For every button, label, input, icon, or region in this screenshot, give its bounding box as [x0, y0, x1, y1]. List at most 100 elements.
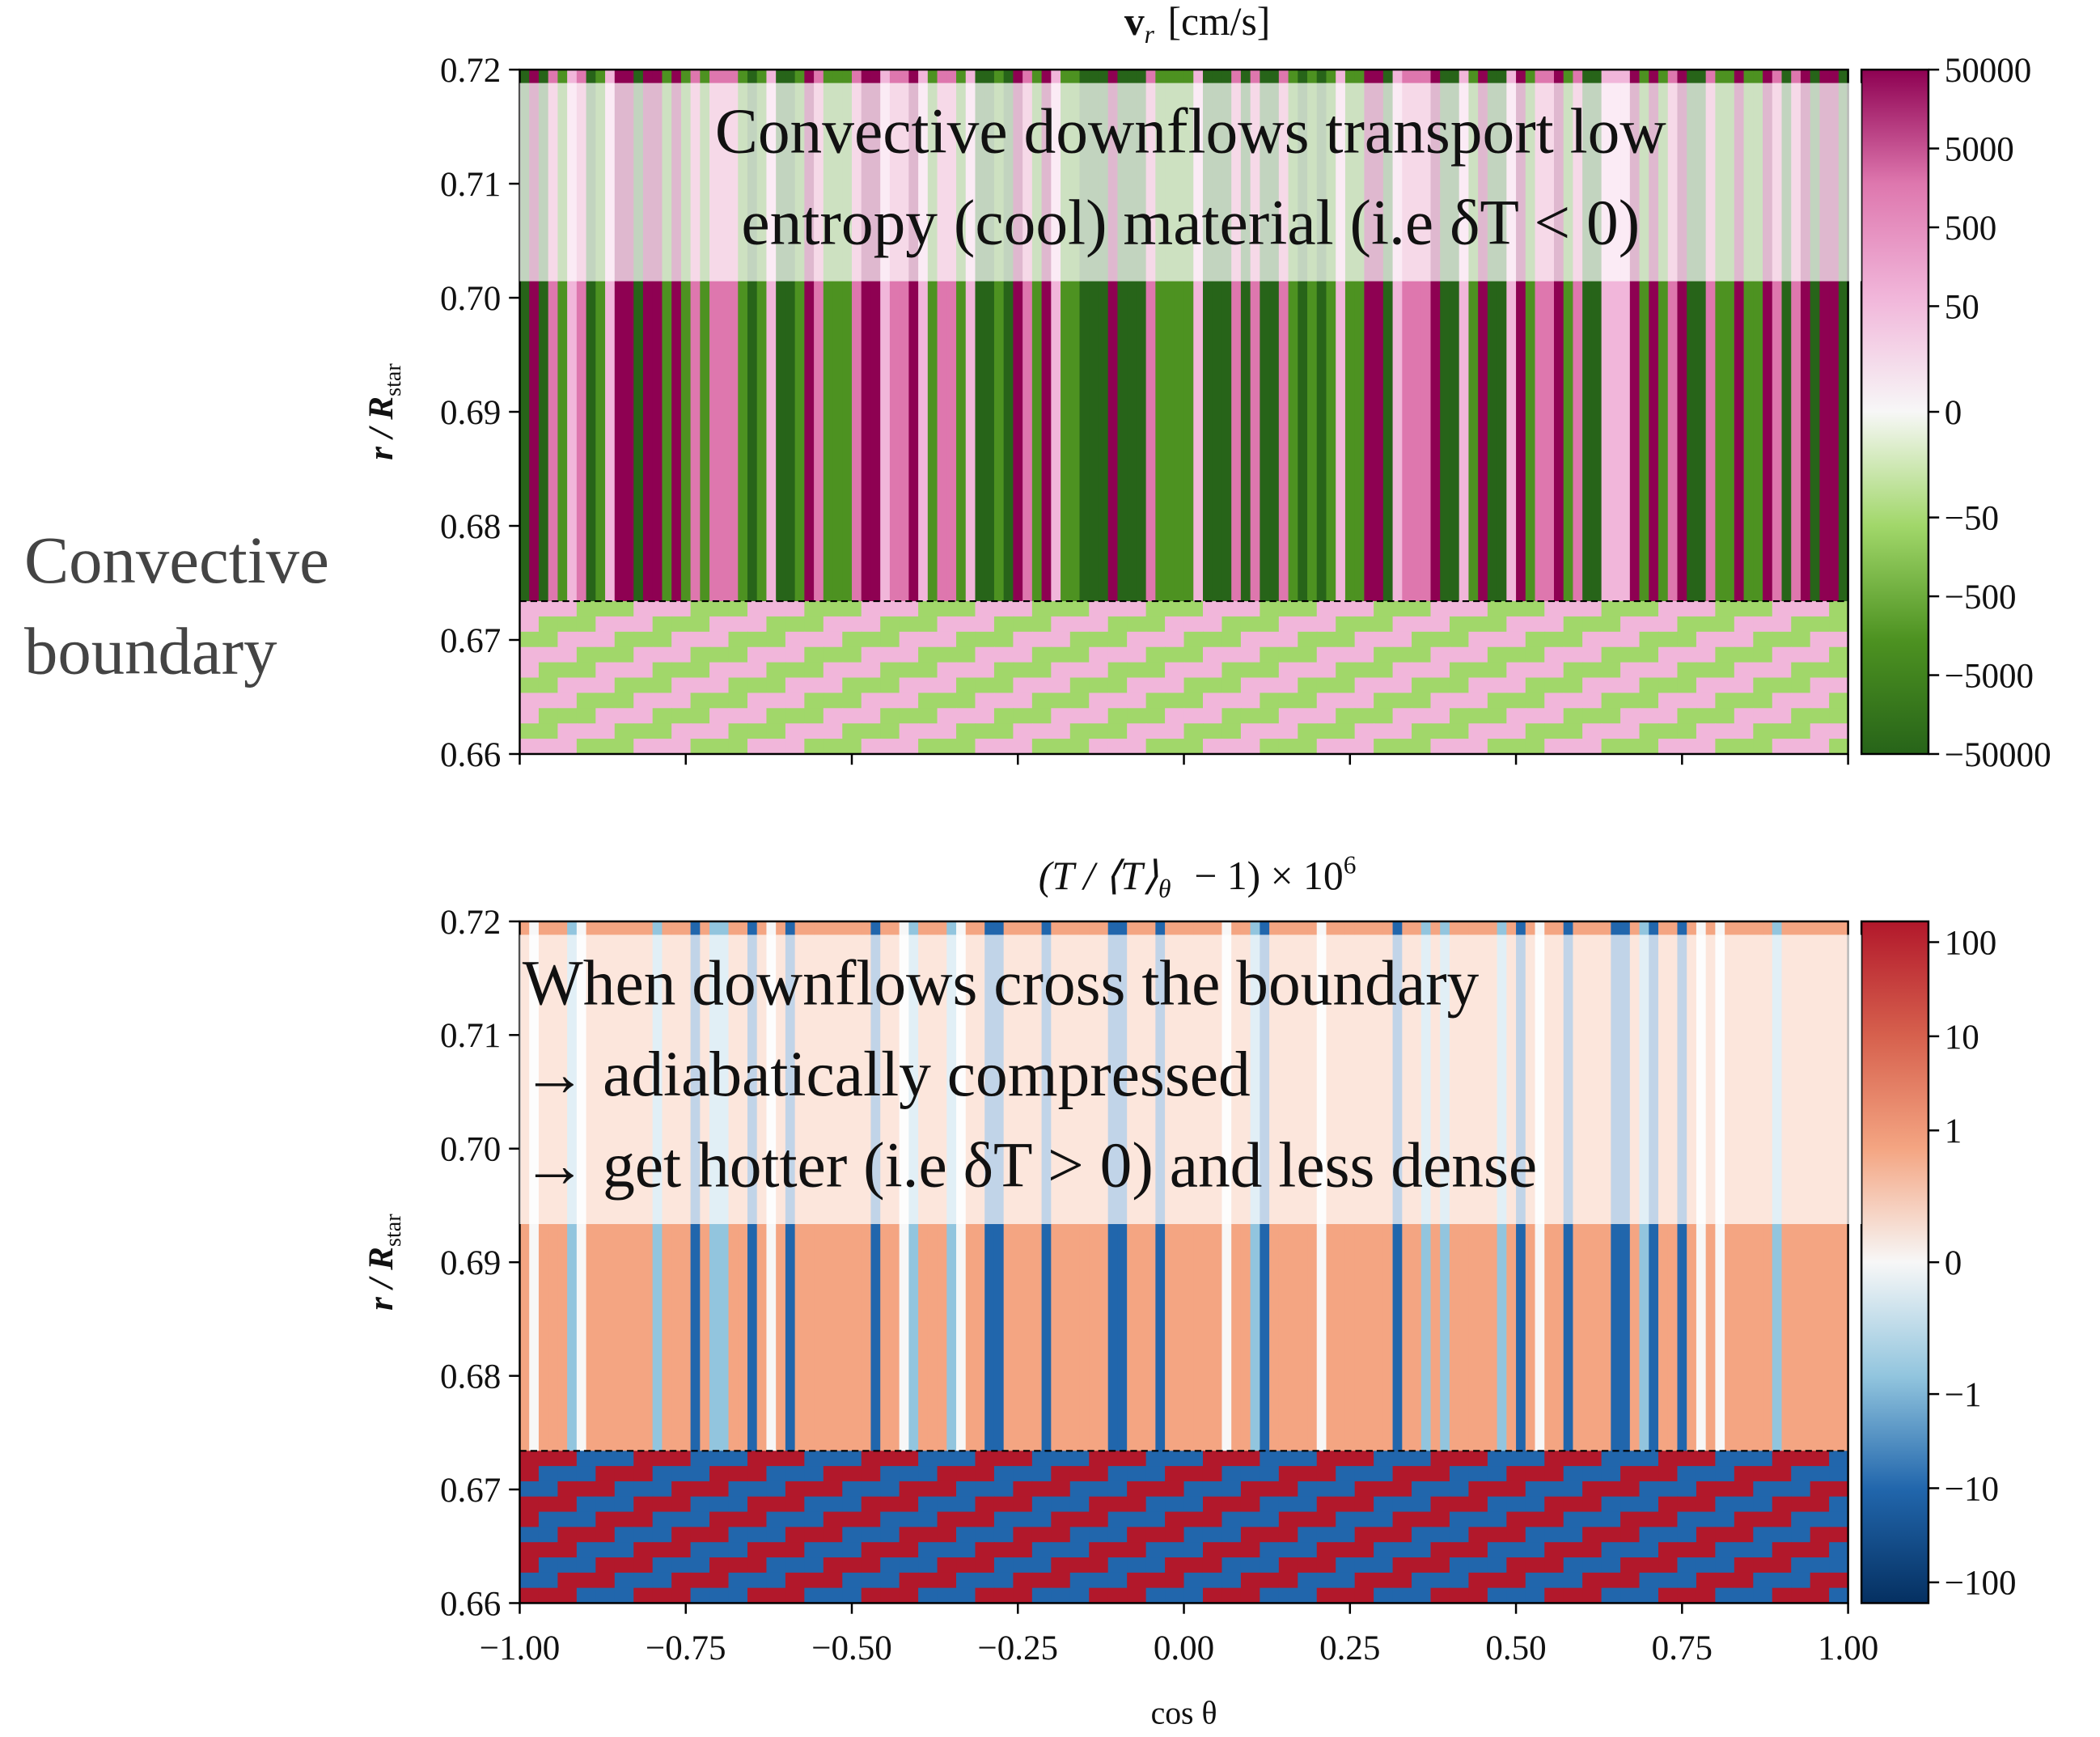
heatmap-texture	[1089, 646, 1109, 663]
heatmap-texture	[633, 631, 654, 648]
heatmap-texture	[1734, 1451, 1755, 1468]
heatmap-texture	[804, 677, 824, 694]
heatmap-texture	[823, 646, 844, 663]
heatmap-texture	[1374, 693, 1394, 710]
heatmap-texture	[1260, 631, 1280, 648]
heatmap-texture	[519, 1496, 540, 1513]
heatmap-texture	[1563, 616, 1584, 633]
heatmap-texture	[1791, 677, 1811, 694]
heatmap-texture	[1240, 1557, 1261, 1574]
heatmap-texture	[1278, 662, 1299, 679]
heatmap-texture	[1298, 631, 1318, 648]
heatmap-texture	[1772, 1527, 1793, 1544]
heatmap-texture	[1089, 708, 1109, 725]
heatmap-texture	[1772, 1511, 1793, 1528]
heatmap-texture	[1734, 1527, 1755, 1544]
heatmap-texture	[1278, 1542, 1299, 1559]
heatmap-texture	[1127, 646, 1147, 663]
x-tick-label: 1.00	[1818, 1629, 1878, 1667]
heatmap-texture	[1639, 601, 1659, 617]
heatmap-texture	[652, 1542, 673, 1559]
heatmap-texture	[1316, 1511, 1337, 1528]
heatmap-texture	[1639, 677, 1659, 694]
heatmap-texture	[1392, 631, 1413, 648]
heatmap-texture	[1772, 1466, 1793, 1482]
heatmap-texture	[1563, 1572, 1584, 1589]
heatmap-texture	[1715, 1481, 1735, 1498]
heatmap-texture	[652, 693, 673, 710]
heatmap-texture	[1620, 616, 1641, 633]
heatmap-texture	[1145, 631, 1166, 648]
heatmap-texture	[975, 1527, 995, 1544]
heatmap-texture	[709, 1572, 730, 1589]
heatmap-texture	[1734, 1587, 1755, 1604]
heatmap-texture	[1449, 1527, 1470, 1544]
heatmap-texture	[709, 646, 730, 663]
heatmap-texture	[1183, 1466, 1204, 1482]
heatmap-texture	[861, 1511, 882, 1528]
heatmap-texture	[993, 1557, 1014, 1574]
heatmap-texture	[861, 601, 882, 617]
heatmap-texture	[1544, 1496, 1564, 1513]
heatmap-texture	[1677, 1451, 1697, 1468]
heatmap-texture	[1601, 646, 1622, 663]
heatmap-texture	[1412, 723, 1432, 740]
heatmap-texture	[861, 739, 882, 755]
heatmap-texture	[880, 1557, 900, 1574]
heatmap-texture	[1374, 646, 1394, 663]
heatmap-texture	[823, 631, 844, 648]
heatmap-texture	[1810, 601, 1831, 617]
heatmap-texture	[1810, 1587, 1831, 1604]
heatmap-texture	[1544, 646, 1564, 663]
heatmap-texture	[861, 1572, 882, 1589]
heatmap-texture	[1696, 739, 1717, 755]
heatmap-texture	[956, 1496, 976, 1513]
heatmap-texture	[1183, 662, 1204, 679]
y-tick-label: 0.70	[440, 1131, 501, 1169]
heatmap-texture	[1563, 708, 1584, 725]
heatmap-texture	[747, 1527, 768, 1544]
heatmap-texture	[1031, 739, 1052, 755]
heatmap-texture	[880, 631, 900, 648]
heatmap-texture	[1392, 723, 1413, 740]
heatmap-texture	[1487, 662, 1508, 679]
heatmap-texture	[1772, 1481, 1793, 1498]
heatmap-texture	[614, 601, 635, 617]
heatmap-texture	[918, 662, 938, 679]
heatmap-texture	[1734, 739, 1755, 755]
title-main: v	[1124, 0, 1145, 44]
heatmap-texture	[595, 1511, 616, 1528]
heatmap-texture	[1639, 1587, 1659, 1604]
heatmap-texture	[1506, 646, 1526, 663]
heatmap-texture	[1354, 1496, 1375, 1513]
heatmap-texture	[1449, 616, 1470, 633]
heatmap-texture	[652, 723, 673, 740]
heatmap-texture	[1202, 723, 1223, 740]
heatmap-texture	[1412, 1542, 1432, 1559]
heatmap-texture	[1069, 1557, 1090, 1574]
heatmap-texture	[899, 723, 920, 740]
heatmap-texture	[804, 1511, 824, 1528]
heatmap-texture	[1563, 631, 1584, 648]
heatmap-texture	[538, 739, 559, 755]
heatmap-texture	[937, 708, 958, 725]
y-label-main: r / R	[362, 1247, 400, 1311]
heatmap-texture	[993, 1511, 1014, 1528]
heatmap-texture	[1260, 662, 1280, 679]
heatmap-texture	[1639, 1542, 1659, 1559]
heatmap-texture	[1374, 1557, 1394, 1574]
heatmap-texture	[1582, 631, 1603, 648]
heatmap-texture	[1221, 1572, 1242, 1589]
heatmap-texture	[1829, 1557, 1849, 1574]
heatmap-texture	[1620, 1587, 1641, 1604]
heatmap-texture	[1677, 693, 1697, 710]
title-rest: − 1) × 10	[1184, 854, 1344, 898]
title-sup: 6	[1344, 850, 1357, 879]
heatmap-texture	[918, 631, 938, 648]
heatmap-texture	[1298, 662, 1318, 679]
heatmap-texture	[785, 1527, 806, 1544]
heatmap-texture	[766, 1542, 786, 1559]
heatmap-texture	[1127, 739, 1147, 755]
heatmap-texture	[1336, 1587, 1356, 1604]
heatmap-texture	[1145, 1587, 1166, 1604]
